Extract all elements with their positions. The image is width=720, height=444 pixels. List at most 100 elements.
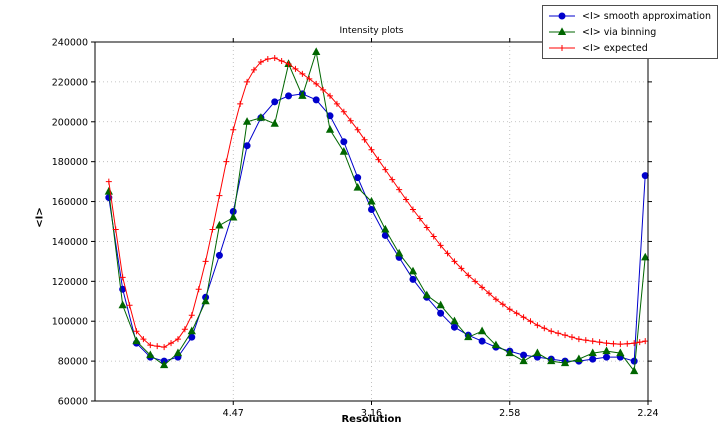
circle-marker xyxy=(271,98,279,106)
y-tick-label: 220000 xyxy=(52,77,88,88)
plus-marker xyxy=(174,336,181,343)
y-tick-label: 120000 xyxy=(52,277,88,288)
triangle-marker xyxy=(505,348,514,357)
chart-title: Intensity plots xyxy=(339,26,404,36)
triangle-marker xyxy=(560,358,570,367)
triangle-marker xyxy=(519,356,528,365)
plus-marker xyxy=(534,322,541,329)
plus-marker xyxy=(499,301,506,308)
triangle-marker xyxy=(173,348,183,357)
triangle-marker xyxy=(187,326,196,335)
plus-marker xyxy=(513,310,520,317)
triangle-marker xyxy=(630,366,639,375)
x-tick-label: 2.58 xyxy=(499,408,520,419)
plus-marker xyxy=(636,339,643,346)
triangle-marker xyxy=(641,252,650,261)
plus-marker xyxy=(340,108,347,115)
plus-marker xyxy=(320,86,327,93)
triangle-marker xyxy=(367,196,376,205)
triangle-marker xyxy=(408,266,418,275)
triangle-marker xyxy=(353,182,362,191)
plus-marker xyxy=(520,314,527,321)
triangle-marker xyxy=(325,125,335,133)
plus-marker xyxy=(264,55,271,62)
x-axis-label: Resolution xyxy=(341,414,402,425)
circle-marker xyxy=(589,355,597,363)
circle-marker xyxy=(450,323,458,331)
triangle-marker xyxy=(229,212,238,221)
y-tick-label: 140000 xyxy=(52,237,88,248)
x-tick-label: 3.16 xyxy=(361,408,382,419)
plus-marker xyxy=(354,126,361,133)
plus-marker xyxy=(575,336,582,343)
plus-marker xyxy=(126,302,133,309)
triangle-marker xyxy=(574,354,584,363)
plus-marker xyxy=(271,54,278,61)
plus-marker xyxy=(257,58,264,65)
plus-marker xyxy=(458,265,465,272)
plus-marker xyxy=(589,338,596,345)
x-tick-label: 4.47 xyxy=(223,408,244,419)
circle-marker xyxy=(603,353,611,361)
plus-marker xyxy=(617,341,624,348)
circle-marker xyxy=(558,12,566,20)
plus-marker xyxy=(403,196,410,203)
triangle-marker xyxy=(602,346,611,355)
plus-marker xyxy=(237,100,244,107)
plus-marker xyxy=(568,334,575,341)
plus-marker xyxy=(195,286,202,293)
triangle-marker xyxy=(491,340,501,349)
triangle-marker xyxy=(339,147,348,155)
plus-marker xyxy=(559,45,566,51)
plus-marker xyxy=(548,328,555,335)
y-tick-label: 180000 xyxy=(52,157,88,168)
plus-marker xyxy=(119,274,126,281)
triangle-marker xyxy=(616,348,625,357)
triangle-marker xyxy=(132,336,141,345)
legend-sample-via-binning-icon xyxy=(549,27,576,35)
circle-marker xyxy=(215,251,223,259)
plus-marker xyxy=(292,65,299,72)
plus-marker xyxy=(188,312,195,319)
plus-marker xyxy=(105,178,112,185)
triangle-marker xyxy=(201,296,210,305)
plus-marker xyxy=(416,215,423,222)
circle-marker xyxy=(243,142,251,150)
triangle-marker xyxy=(588,348,597,357)
plus-marker xyxy=(409,206,416,213)
plus-marker xyxy=(112,226,119,233)
axes-border xyxy=(94,41,649,402)
circle-marker xyxy=(478,337,486,345)
plus-marker xyxy=(181,326,188,333)
plus-marker xyxy=(596,339,603,346)
plus-marker xyxy=(147,342,154,349)
y-axis-label: <I> xyxy=(34,207,46,228)
circle-marker xyxy=(641,172,649,180)
plus-marker xyxy=(527,318,534,325)
circle-marker xyxy=(340,138,348,146)
plus-marker xyxy=(492,296,499,303)
legend-item-smooth-approximation: <I> smooth approximation xyxy=(547,9,711,23)
triangle-marker xyxy=(159,360,169,369)
triangle-marker xyxy=(146,350,155,359)
plus-marker xyxy=(202,258,209,265)
y-tick-label: 100000 xyxy=(52,317,88,328)
plus-marker xyxy=(472,278,479,285)
triangle-marker xyxy=(395,248,404,257)
plus-marker xyxy=(486,290,493,297)
triangle-marker xyxy=(533,348,542,357)
plus-marker xyxy=(444,250,451,257)
legend-item-via-binning: <I> via binning xyxy=(547,25,711,39)
plus-marker xyxy=(555,330,562,337)
triangle-marker xyxy=(118,300,127,309)
plus-marker xyxy=(479,284,486,291)
plus-marker xyxy=(423,224,430,231)
plus-marker xyxy=(133,328,140,335)
series-line-1 xyxy=(108,51,646,373)
y-tick-label: 240000 xyxy=(52,38,88,49)
y-tick-label: 60000 xyxy=(58,397,88,408)
legend-item-expected: <I> expected xyxy=(547,41,711,55)
plus-marker xyxy=(168,340,175,347)
